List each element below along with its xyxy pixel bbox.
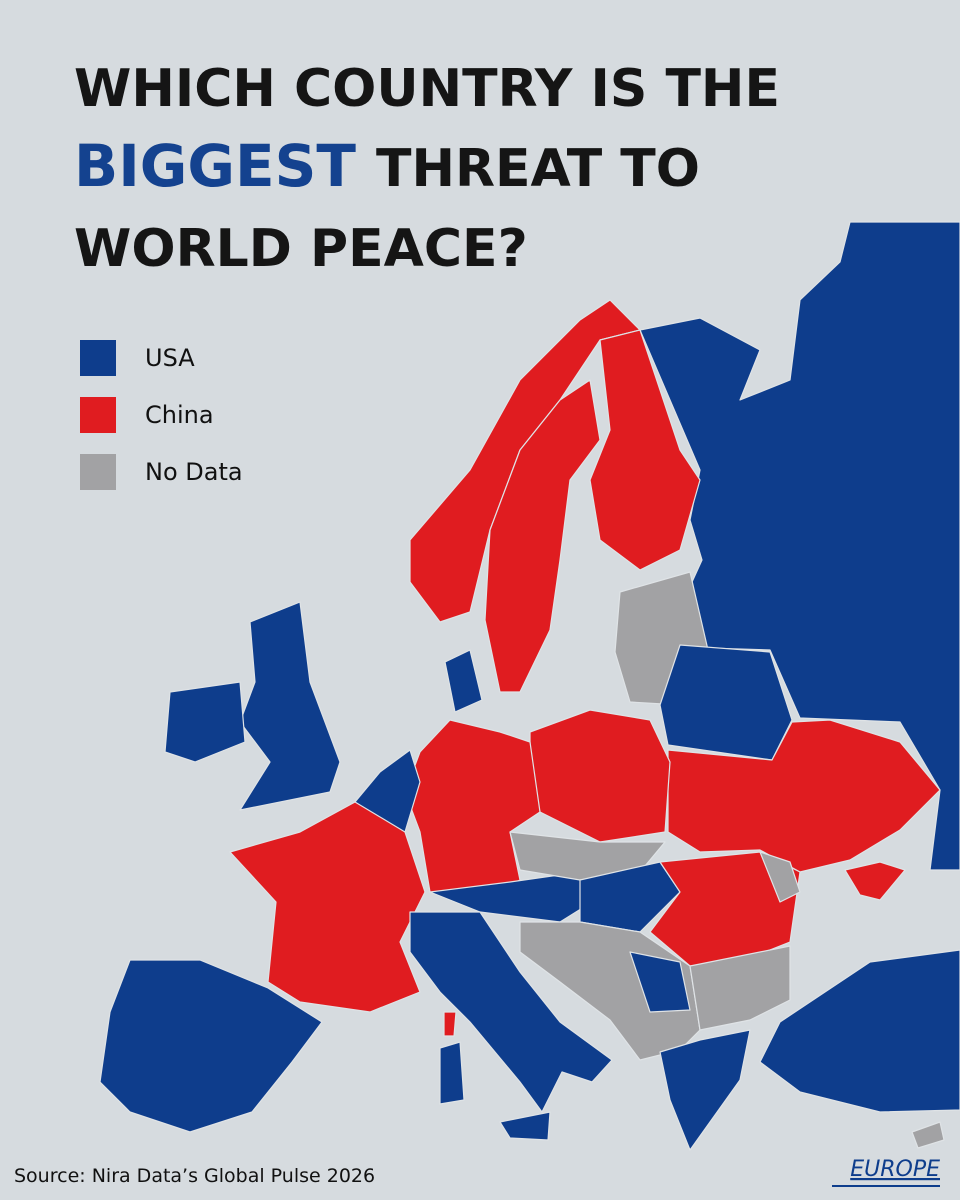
country — [844, 861, 906, 901]
legend-swatch — [80, 454, 116, 490]
country — [484, 379, 601, 693]
title-line: WHICH COUNTRY IS THE — [74, 59, 780, 119]
title-line: THREAT TO — [376, 139, 700, 199]
title-line: BIGGEST THREAT TO — [74, 132, 700, 200]
country — [439, 1041, 465, 1105]
title-line: WORLD PEACE? — [74, 219, 528, 279]
country — [759, 851, 801, 903]
legend-swatch — [80, 340, 116, 376]
country — [759, 949, 960, 1113]
country — [229, 801, 426, 1013]
legend-swatch — [80, 397, 116, 433]
title-highlight: BIGGEST — [74, 132, 356, 200]
legend-label: No Data — [145, 458, 243, 486]
country — [164, 681, 246, 763]
country — [444, 649, 483, 713]
country — [629, 951, 691, 1013]
country — [667, 719, 941, 873]
country — [911, 1121, 945, 1149]
region-label: EUROPE — [850, 1157, 940, 1182]
country — [639, 221, 960, 871]
map — [99, 221, 960, 1151]
country — [579, 861, 681, 933]
country — [409, 299, 641, 623]
country — [409, 911, 613, 1113]
country — [499, 1111, 551, 1141]
country — [99, 959, 323, 1133]
legend-label: China — [145, 401, 214, 429]
country — [239, 601, 341, 811]
country — [443, 1011, 457, 1037]
legend-label: USA — [145, 344, 195, 372]
country — [659, 644, 793, 761]
country — [689, 945, 791, 1031]
country — [659, 1029, 751, 1151]
legend: USA China No Data — [80, 340, 243, 490]
country — [404, 719, 541, 901]
country — [589, 329, 701, 571]
source: Source: Nira Data’s Global Pulse 2026 — [14, 1165, 375, 1187]
